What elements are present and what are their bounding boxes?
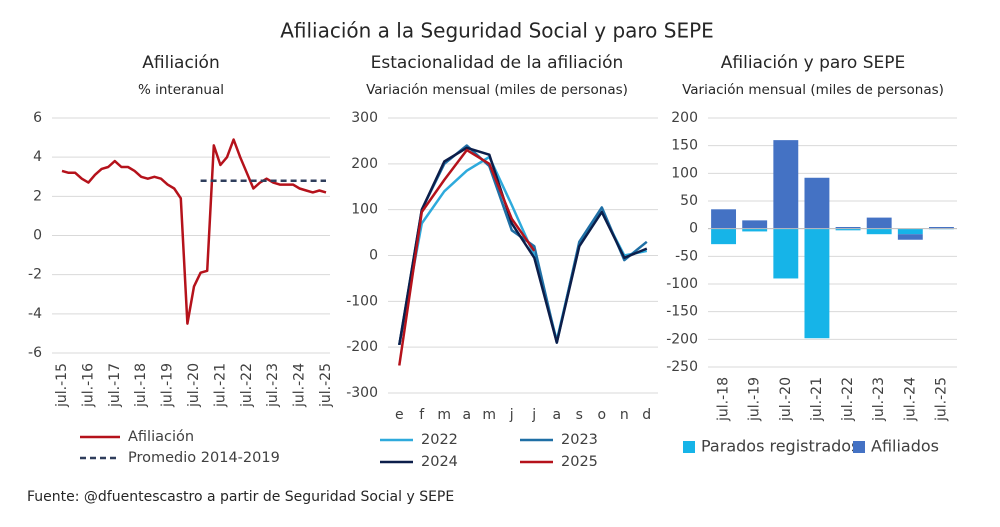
x-tick-label: jul.-24 [292,363,308,408]
x-tick-label: jul.-22 [840,377,856,422]
y-tick-label: 50 [680,193,698,209]
x-tick-label: e [395,407,404,423]
x-tick-label: jul.-25 [318,363,334,408]
x-tick-label: jul.-23 [871,377,887,422]
bar [866,228,892,235]
x-tick-label: jul.-21 [212,363,228,408]
chart-title: Estacionalidad de la afiliación [371,53,624,73]
legend-swatch [853,441,865,453]
x-tick-label: jul.-18 [133,363,149,408]
main-title: Afiliación a la Seguridad Social y paro … [280,19,714,43]
x-tick-label: jul.-20 [778,377,794,422]
legend-label: Parados registrados [701,437,859,456]
x-tick-label: m [482,407,496,423]
x-tick-label: n [620,407,629,423]
legend-label: Promedio 2014-2019 [128,450,280,466]
legend-label: 2023 [561,432,598,448]
chart-title: Afiliación y paro SEPE [721,53,905,73]
x-tick-label: jul.-24 [902,377,918,422]
x-tick-label: d [642,407,651,423]
x-tick-label: a [552,407,561,423]
bar [866,217,892,229]
x-tick-label: s [576,407,583,423]
y-tick-label: -2 [28,267,42,283]
y-tick-label: 0 [33,228,42,244]
x-tick-label: o [597,407,606,423]
bar [928,227,954,229]
chart-subtitle: % interanual [138,82,224,98]
legend-label: 2022 [421,432,458,448]
y-tick-label: 0 [369,248,378,264]
line-series [398,146,648,346]
y-tick-label: -4 [28,306,42,322]
y-tick-label: -150 [666,304,698,320]
y-tick-label: 0 [689,221,698,237]
x-tick-label: j [509,407,514,423]
y-tick-label: -6 [28,345,42,361]
bar [897,228,923,235]
bar [742,220,768,229]
legend-label: Afiliación [128,429,194,445]
y-tick-label: 300 [351,110,378,126]
line-series [398,155,648,346]
legend-label: Afiliados [871,437,939,456]
x-tick-label: jul.-19 [160,363,176,408]
x-tick-label: jul.-16 [80,363,96,408]
x-tick-label: jul.-17 [107,363,123,408]
x-tick-label: jul.-22 [239,363,255,408]
bar [711,209,737,229]
x-tick-label: jul.-21 [809,377,825,422]
source: Fuente: @dfuentescastro a partir de Segu… [27,489,454,505]
bar [835,228,861,231]
y-tick-label: 6 [33,110,42,126]
y-tick-label: -200 [666,331,698,347]
y-tick-label: 4 [33,149,42,165]
x-tick-label: f [419,407,425,423]
y-tick-label: 200 [351,156,378,172]
y-tick-label: 150 [671,138,698,154]
x-tick-label: m [437,407,451,423]
legend-swatch [683,441,695,453]
y-tick-label: -250 [666,359,698,375]
legend-label: 2025 [561,454,598,470]
bar [773,140,799,229]
x-tick-label: j [531,407,536,423]
y-tick-label: -100 [666,276,698,292]
x-tick-label: jul.-20 [186,363,202,408]
chart-subtitle: Variación mensual (miles de personas) [366,82,628,98]
bar [742,228,768,232]
x-tick-label: a [462,407,471,423]
x-tick-label: jul.-18 [716,377,732,422]
y-tick-label: -50 [675,248,698,264]
bar [773,228,799,279]
bar [711,228,737,245]
bar [835,227,861,229]
y-tick-label: 2 [33,188,42,204]
bar [804,228,830,339]
line-series [398,144,648,346]
chart-title: Afiliación [142,53,219,73]
x-tick-label: jul.-25 [933,377,949,422]
line-series [398,148,536,366]
x-tick-label: jul.-19 [747,377,763,422]
y-tick-label: 100 [351,202,378,218]
y-tick-label: -100 [346,293,378,309]
chart-subtitle: Variación mensual (miles de personas) [682,82,944,98]
x-tick-label: jul.-23 [265,363,281,408]
x-tick-label: jul.-15 [54,363,70,408]
y-tick-label: 200 [671,110,698,126]
bar [804,177,830,229]
bar [897,234,923,240]
y-tick-label: -200 [346,339,378,355]
legend-label: 2024 [421,454,458,470]
y-tick-label: -300 [346,385,378,401]
line-series [61,138,327,325]
y-tick-label: 100 [671,165,698,181]
